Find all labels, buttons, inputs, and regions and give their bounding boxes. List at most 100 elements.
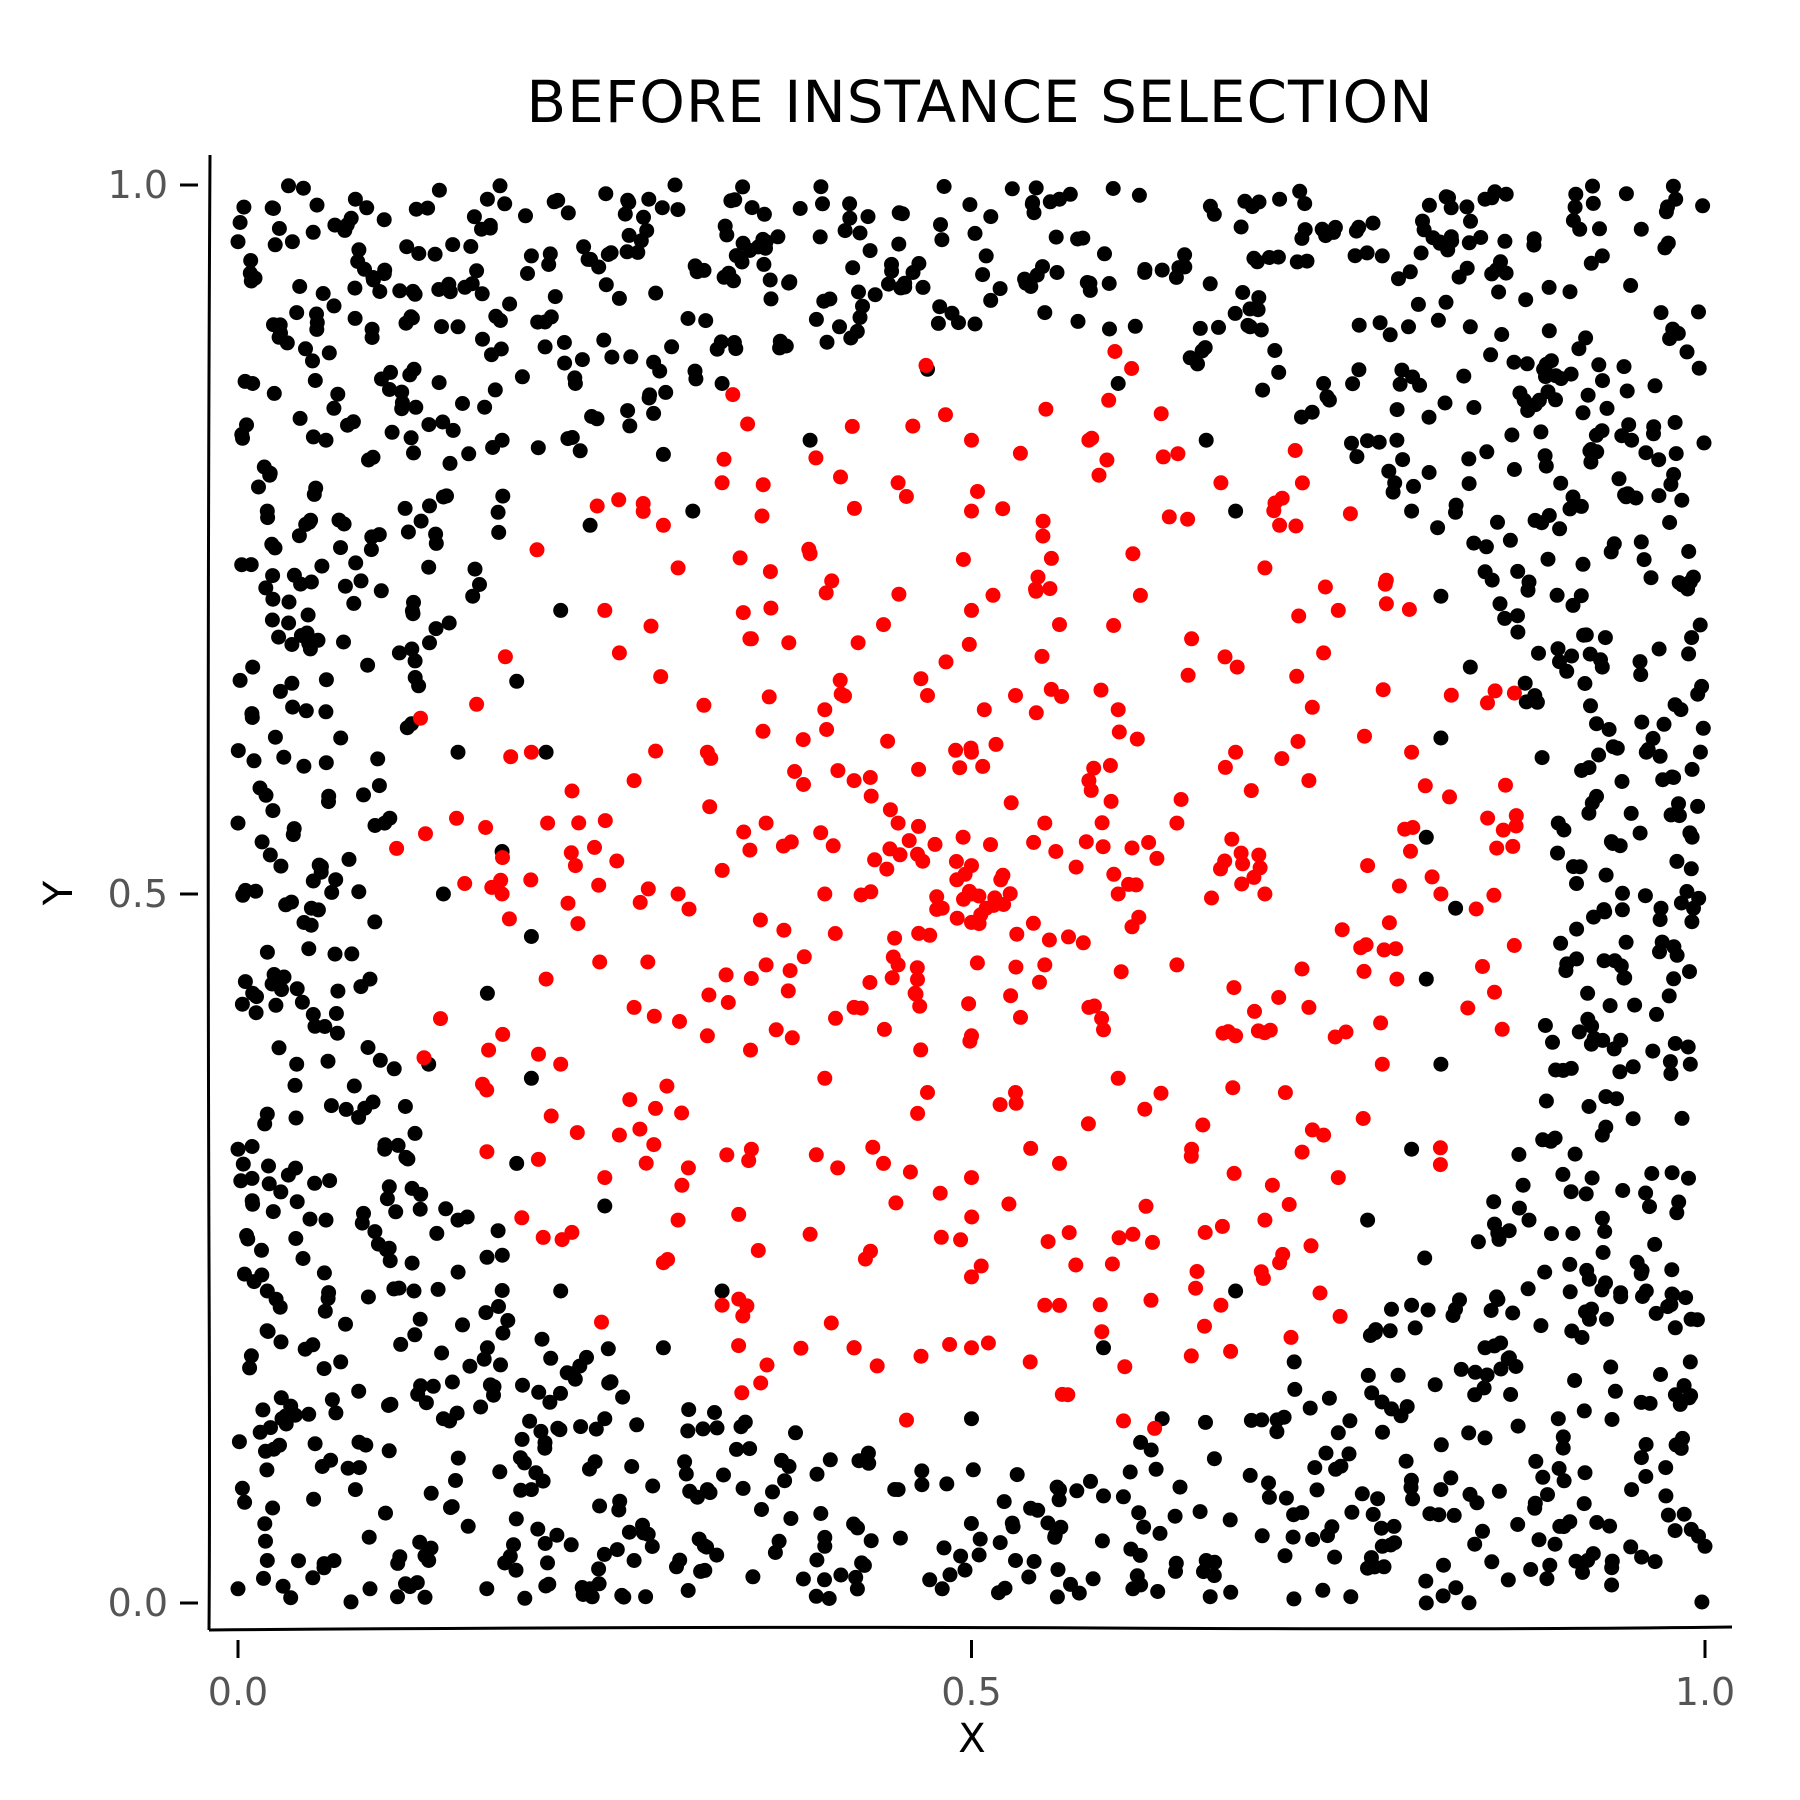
data-point-black xyxy=(735,179,751,195)
data-point-black xyxy=(1489,1289,1504,1305)
data-point-red xyxy=(1317,579,1333,595)
data-point-black xyxy=(1327,219,1343,235)
data-point-black xyxy=(644,1539,660,1554)
data-point-red xyxy=(718,967,734,983)
data-point-red xyxy=(922,927,938,943)
data-point-black xyxy=(717,218,733,234)
data-point-red xyxy=(1145,1234,1160,1250)
data-point-red xyxy=(762,564,778,580)
data-point-black xyxy=(1642,1199,1657,1215)
data-point-black xyxy=(326,400,342,416)
data-point-black xyxy=(1582,646,1598,662)
data-point-black xyxy=(617,206,633,222)
data-point-black xyxy=(254,834,270,850)
data-point-black xyxy=(354,1215,370,1231)
data-point-red xyxy=(948,854,964,869)
data-point-black xyxy=(1648,1305,1664,1321)
data-point-red xyxy=(890,815,906,831)
data-point-red xyxy=(863,884,879,900)
data-point-black xyxy=(1223,1584,1239,1600)
data-point-black xyxy=(600,1341,616,1357)
data-point-black xyxy=(1251,290,1267,306)
data-point-red xyxy=(389,840,405,856)
data-point-black xyxy=(1565,1226,1581,1241)
data-point-black xyxy=(1673,702,1689,718)
data-point-black xyxy=(1606,1041,1622,1057)
data-point-black xyxy=(621,1524,637,1540)
data-point-black xyxy=(1228,503,1244,519)
data-point-black xyxy=(1681,646,1697,662)
data-point-red xyxy=(983,837,998,853)
data-point-red xyxy=(957,866,973,882)
data-point-black xyxy=(564,430,580,445)
data-point-black xyxy=(1351,219,1367,235)
data-point-black xyxy=(1526,237,1542,253)
data-point-black xyxy=(384,424,400,440)
data-point-red xyxy=(1301,773,1317,789)
data-point-red xyxy=(865,1139,881,1155)
data-point-black xyxy=(281,594,297,610)
data-point-black xyxy=(1665,178,1681,194)
data-point-red xyxy=(862,975,878,990)
data-point-black xyxy=(1406,478,1421,494)
data-point-red xyxy=(1275,1246,1291,1262)
data-point-black xyxy=(1647,1554,1663,1570)
data-point-red xyxy=(1184,631,1200,647)
data-point-red xyxy=(1226,1165,1242,1181)
data-point-black xyxy=(614,1587,630,1603)
data-point-black xyxy=(232,215,248,230)
data-point-black xyxy=(1402,264,1418,280)
data-point-black xyxy=(1594,1282,1610,1298)
data-point-red xyxy=(523,744,539,760)
data-point-red xyxy=(653,669,669,685)
data-point-black xyxy=(983,292,999,308)
data-point-black xyxy=(273,325,288,341)
data-point-black xyxy=(422,635,437,651)
data-point-black xyxy=(1390,1367,1406,1383)
data-point-red xyxy=(801,541,817,557)
data-point-red xyxy=(833,469,848,485)
data-point-black xyxy=(591,1576,607,1592)
data-point-red xyxy=(828,1010,843,1026)
data-point-red xyxy=(1153,1085,1169,1101)
data-point-black xyxy=(1410,296,1426,312)
data-point-black xyxy=(1393,1408,1409,1424)
data-point-black xyxy=(1470,1234,1486,1250)
data-point-red xyxy=(755,477,771,493)
data-point-black xyxy=(646,354,662,370)
data-point-black xyxy=(1498,186,1514,202)
data-point-black xyxy=(1261,250,1277,265)
data-point-black xyxy=(373,583,389,599)
data-point-black xyxy=(360,1289,376,1305)
data-point-black xyxy=(305,873,321,889)
data-point-black xyxy=(523,1482,539,1498)
data-point-black xyxy=(591,259,607,275)
data-point-red xyxy=(1226,980,1242,996)
data-point-black xyxy=(1625,1059,1641,1075)
data-point-black xyxy=(658,384,674,400)
data-point-black xyxy=(1050,1562,1066,1578)
data-point-red xyxy=(714,475,730,491)
data-point-black xyxy=(664,339,680,355)
data-point-black xyxy=(330,386,346,402)
data-point-red xyxy=(740,416,756,432)
data-point-red xyxy=(876,1021,892,1037)
data-point-black xyxy=(258,1533,273,1549)
data-point-black xyxy=(390,1555,406,1571)
data-point-black xyxy=(1681,1390,1697,1406)
data-point-black xyxy=(479,191,495,207)
data-point-red xyxy=(1489,840,1505,856)
data-point-red xyxy=(1086,760,1102,776)
data-point-black xyxy=(1591,747,1607,763)
data-point-black xyxy=(422,498,437,514)
data-point-red xyxy=(775,838,791,854)
data-point-black xyxy=(642,387,658,403)
data-point-black xyxy=(1365,1506,1381,1522)
data-point-red xyxy=(659,1078,675,1094)
data-point-black xyxy=(1398,1453,1414,1469)
data-point-red xyxy=(1506,685,1522,701)
data-point-red xyxy=(913,671,929,687)
data-point-black xyxy=(849,1581,865,1597)
data-point-red xyxy=(918,357,934,373)
data-point-black xyxy=(942,1567,958,1583)
